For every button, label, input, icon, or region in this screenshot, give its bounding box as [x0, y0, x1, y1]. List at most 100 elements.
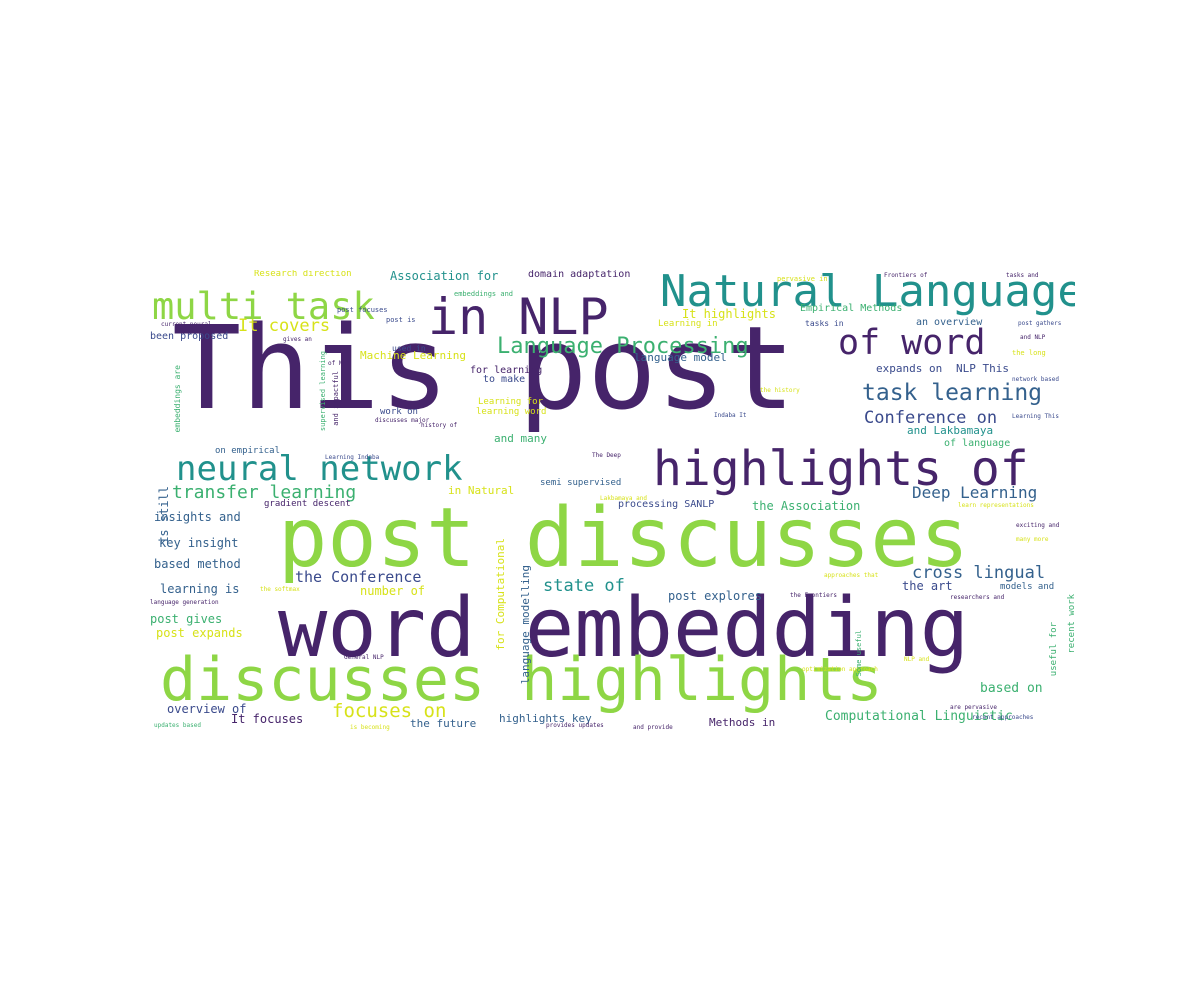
cloud-word: post focuses	[337, 306, 388, 314]
cloud-word: gives an	[283, 336, 312, 343]
cloud-word: It covers	[238, 316, 331, 336]
cloud-word: on empirical	[215, 446, 281, 456]
cloud-word: the Frontiers	[790, 592, 837, 599]
cloud-word: of word	[838, 323, 986, 363]
cloud-word: expands on	[876, 362, 943, 375]
cloud-word: Association for	[390, 270, 499, 283]
cloud-word: Language Processing	[497, 334, 749, 359]
cloud-word: history of	[421, 422, 458, 429]
cloud-word: post is	[386, 316, 416, 324]
cloud-word: key insight	[159, 536, 239, 550]
cloud-word: the history	[760, 387, 800, 394]
cloud-word: insights and	[154, 510, 241, 524]
cloud-word: post gives	[150, 612, 223, 626]
cloud-word: Methods in	[709, 716, 776, 729]
cloud-word: the long	[1012, 349, 1046, 357]
cloud-word: learning word	[476, 407, 547, 417]
cloud-word: approaches that	[824, 572, 879, 579]
cloud-word: Learning for	[478, 397, 544, 407]
cloud-word: It focuses	[231, 712, 304, 726]
cloud-word: tasks in	[805, 319, 844, 328]
cloud-word: been proposed	[150, 331, 229, 342]
cloud-word: updates based	[154, 722, 201, 729]
cloud-word: gradient descent	[264, 499, 351, 509]
cloud-word: the Conference	[295, 568, 422, 586]
cloud-word: of NLP	[328, 360, 350, 367]
cloud-word: of language	[944, 438, 1011, 449]
word-cloud: This post post discusses word embedding dis…	[150, 270, 1075, 732]
cloud-word: supervised learning	[319, 351, 327, 432]
cloud-word: General NLP	[344, 654, 384, 661]
cloud-word: It highlights	[682, 307, 776, 321]
cloud-word: The Deep	[592, 452, 621, 459]
cloud-word: Learning Indaba	[325, 454, 380, 461]
cloud-word: post explores	[668, 589, 762, 603]
cloud-word: tasks and	[1006, 272, 1039, 279]
cloud-word: language generation	[150, 599, 219, 606]
cloud-word: word embedding	[278, 581, 970, 676]
cloud-word: and NLP	[1020, 334, 1046, 341]
cloud-word: language modelling	[519, 565, 532, 685]
cloud-word: and impactful	[332, 371, 340, 426]
cloud-word: is becoming	[350, 724, 390, 731]
cloud-word: Computational Linguistic	[825, 709, 1013, 724]
cloud-word: embeddings and	[454, 290, 514, 298]
cloud-word: current neural	[161, 321, 212, 328]
cloud-word: Research direction	[254, 270, 352, 279]
cloud-word: models and	[1000, 582, 1055, 592]
cloud-word: an overview	[916, 317, 983, 328]
cloud-word: for learning	[470, 365, 543, 376]
cloud-word: Indaba It	[714, 412, 747, 419]
cloud-word: semi supervised	[540, 478, 622, 488]
cloud-word: to make	[483, 374, 526, 385]
cloud-word: recent work	[1067, 594, 1075, 654]
cloud-word: useful for	[1049, 622, 1059, 677]
cloud-word: in NLP	[428, 288, 609, 346]
cloud-word: learn representations	[958, 502, 1034, 509]
cloud-word: pervasive in	[777, 275, 828, 283]
cloud-word: number of	[360, 584, 426, 598]
cloud-word: the art	[902, 579, 953, 593]
cloud-word: NLP and	[904, 656, 930, 663]
cloud-word: highlights key	[499, 712, 592, 725]
cloud-word: recent approaches	[972, 714, 1034, 721]
cloud-word: and Lakbamaya	[907, 424, 994, 437]
cloud-word: Natural Language	[660, 270, 1075, 317]
cloud-word: Deep Learning	[912, 483, 1038, 502]
cloud-word: transfer learning	[172, 482, 357, 503]
cloud-word: multi task	[152, 285, 375, 328]
cloud-word: the Association	[752, 499, 861, 513]
cloud-word: focuses on	[332, 700, 447, 722]
cloud-word: neural network	[176, 449, 463, 489]
cloud-word: Lakbamaya and	[600, 495, 647, 502]
cloud-word: discusses major	[375, 417, 430, 424]
cloud-word: based on	[980, 681, 1043, 696]
cloud-word: work on	[380, 407, 418, 417]
cloud-word: Machine Learning	[360, 349, 466, 362]
cloud-word: many more	[1016, 536, 1049, 543]
cloud-word: network based	[1012, 376, 1059, 383]
cloud-word: optimization approach	[802, 666, 878, 673]
cloud-word: and many	[494, 432, 547, 445]
cloud-word: exciting and	[1016, 522, 1060, 529]
cloud-word: post discusses	[278, 491, 970, 586]
cloud-word: provides updates	[546, 722, 604, 729]
cloud-word: Frontiers of	[884, 272, 928, 279]
cloud-word: for Computational	[494, 538, 507, 651]
cloud-word: the future	[410, 717, 477, 730]
cloud-word: is still	[157, 486, 171, 544]
cloud-word: based method	[154, 557, 241, 571]
cloud-word: Conference on	[864, 408, 998, 428]
cloud-word: language model	[634, 351, 727, 364]
cloud-word: processing SANLP	[618, 499, 715, 510]
cloud-word: embeddings are	[173, 365, 182, 433]
cloud-word: the softmax	[260, 586, 300, 593]
cloud-word: Empirical Methods	[800, 303, 903, 314]
cloud-word: used in	[392, 344, 426, 353]
cloud-word: Some useful	[855, 630, 863, 677]
cloud-word: highlights of	[653, 441, 1029, 497]
cloud-word: Learning This	[1012, 413, 1059, 420]
cloud-word: post gathers	[1018, 320, 1062, 327]
cloud-word: state of	[543, 576, 625, 596]
cloud-word: This post	[172, 302, 796, 436]
